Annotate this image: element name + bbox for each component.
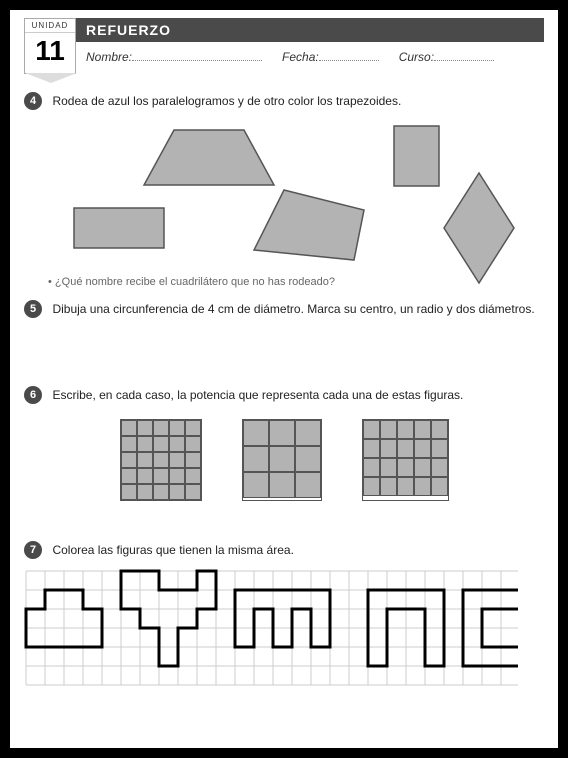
exercise-4: 4 Rodea de azul los paralelogramos y de …	[24, 92, 544, 288]
ex5-text: Dibuja una circunferencia de 4 cm de diá…	[52, 302, 534, 316]
ex5-number: 5	[24, 300, 42, 318]
fields-row: Nombre: Fecha: Curso:	[76, 42, 544, 68]
field-nombre: Nombre:	[86, 50, 262, 64]
exercise-5: 5 Dibuja una circunferencia de 4 cm de d…	[24, 300, 544, 374]
unit-number: 11	[25, 33, 75, 73]
unit-badge: UNIDAD 11	[24, 18, 76, 74]
ex7-number: 7	[24, 541, 42, 559]
ex7-svg	[24, 569, 518, 689]
exercise-6: 6 Escribe, en cada caso, la potencia que…	[24, 386, 544, 500]
grid-3x3	[242, 419, 322, 501]
ex7-figures	[24, 569, 544, 694]
ex4-shapes	[24, 118, 544, 268]
ex6-grids	[24, 419, 544, 501]
ex4-text: Rodea de azul los paralelogramos y de ot…	[52, 94, 401, 108]
ex5-workspace	[24, 318, 544, 374]
header-right: REFUERZO Nombre: Fecha: Curso:	[76, 18, 544, 74]
header: UNIDAD 11 REFUERZO Nombre: Fecha: Curso:	[24, 18, 544, 74]
ex7-text: Colorea las figuras que tienen la misma …	[52, 543, 293, 557]
grid-4x5	[362, 419, 449, 501]
shapes-svg	[24, 118, 544, 288]
label-nombre: Nombre:	[86, 50, 132, 64]
field-fecha: Fecha:	[282, 50, 379, 64]
ex6-number: 6	[24, 386, 42, 404]
page-title: REFUERZO	[76, 18, 544, 42]
field-curso: Curso:	[399, 50, 494, 64]
exercise-7: 7 Colorea las figuras que tienen la mism…	[24, 541, 544, 694]
label-fecha: Fecha:	[282, 50, 319, 64]
worksheet-page: UNIDAD 11 REFUERZO Nombre: Fecha: Curso:…	[10, 10, 558, 714]
ex6-text: Escribe, en cada caso, la potencia que r…	[52, 389, 463, 403]
unit-label: UNIDAD	[25, 19, 75, 33]
ex4-number: 4	[24, 92, 42, 110]
label-curso: Curso:	[399, 50, 434, 64]
grid-5x5	[120, 419, 202, 501]
